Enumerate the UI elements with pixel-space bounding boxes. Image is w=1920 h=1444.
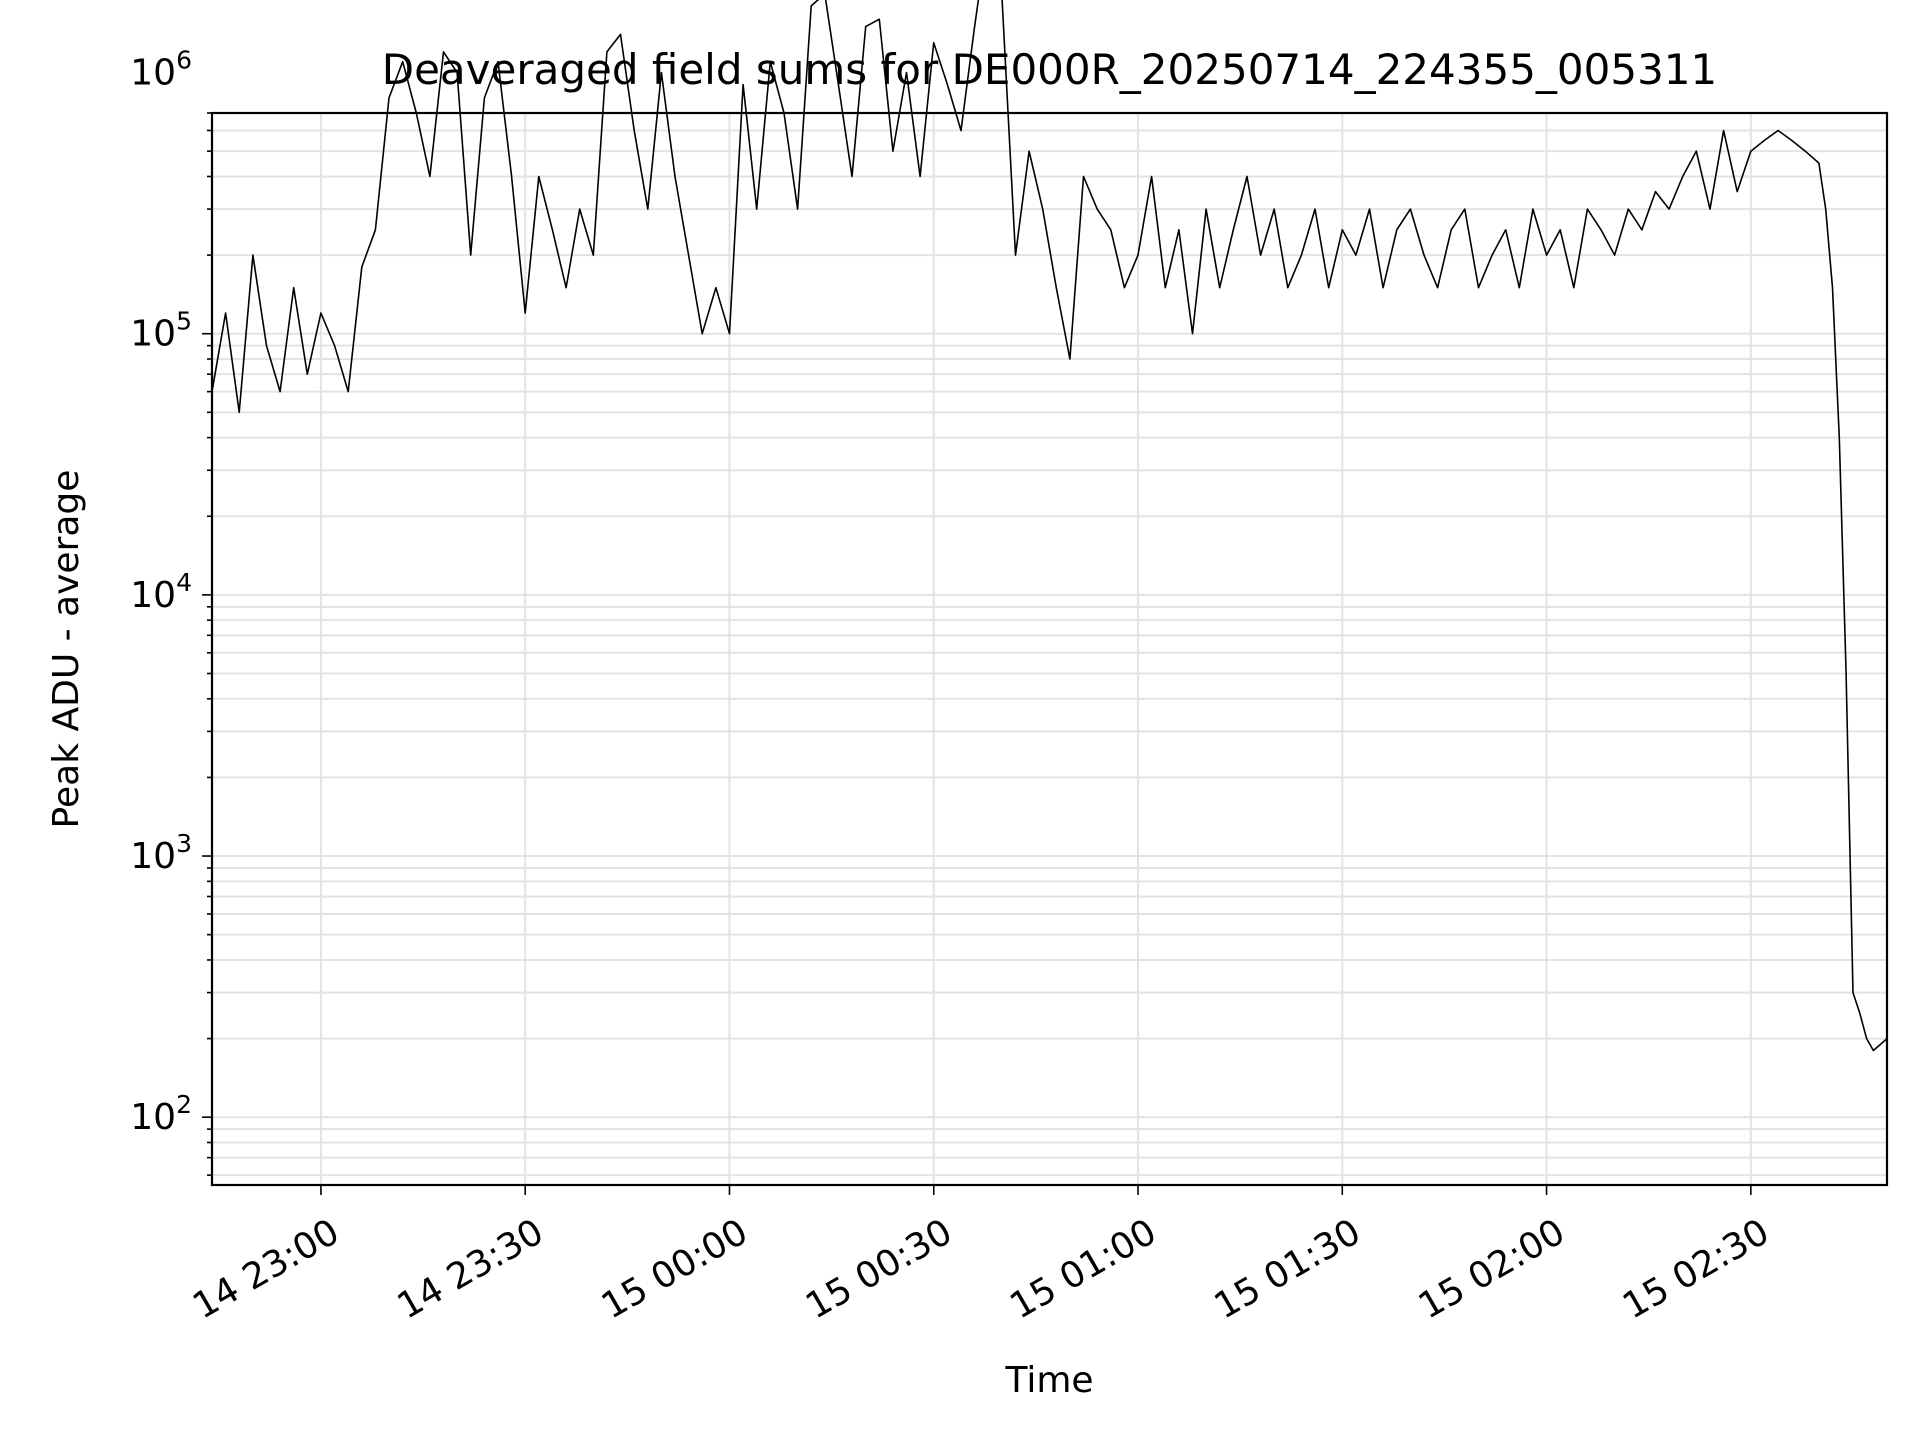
x-tick-label: 15 00:00 (595, 1211, 755, 1327)
x-tick-label: 15 02:30 (1616, 1211, 1776, 1327)
chart-title: Deaveraged field sums for DE000R_2025071… (382, 45, 1718, 94)
x-tick-label: 15 02:00 (1412, 1211, 1572, 1327)
x-axis-label: Time (1004, 1360, 1093, 1401)
grid-layer (212, 112, 1887, 1185)
x-tick-label: 14 23:00 (186, 1211, 346, 1327)
x-tick-label: 14 23:30 (391, 1211, 551, 1327)
y-tick-label: 102 (130, 1090, 192, 1138)
x-tick-label: 15 01:00 (1003, 1211, 1163, 1327)
plot-frame (210, 111, 1889, 1187)
series-line (211, 0, 1888, 1052)
y-tick-label: 103 (130, 829, 192, 877)
y-tick-label: 106 (130, 46, 192, 94)
series-layer (211, 0, 1888, 1052)
y-axis-label: Peak ADU - average (46, 470, 87, 829)
y-tick-label: 104 (130, 568, 192, 616)
y-tick-label: 105 (130, 307, 192, 355)
ticks-layer: 14 23:00 14 23:30 15 00:00 15 00:30 15 01:00… (130, 46, 1776, 1328)
x-tick-label: 15 01:30 (1208, 1211, 1368, 1327)
x-tick-label: 15 00:30 (799, 1211, 959, 1327)
